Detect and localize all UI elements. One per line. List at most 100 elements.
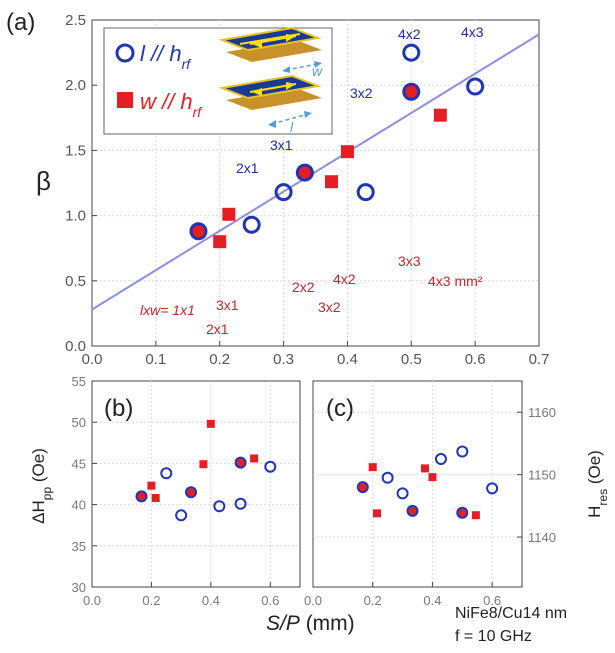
data-point-square bbox=[324, 175, 338, 189]
x-tick-label: 0.7 bbox=[529, 351, 550, 368]
annotation-red-2x2: 2x2 bbox=[292, 279, 315, 295]
x-tick-label: 0.4 bbox=[337, 351, 358, 368]
legend: l // hrf w // hrf w bbox=[103, 26, 333, 135]
y-tick-label: 1.0 bbox=[65, 208, 86, 225]
data-point-square bbox=[199, 460, 208, 469]
data-point-square bbox=[137, 492, 146, 501]
data-point-circle bbox=[402, 82, 421, 101]
data-point-circle bbox=[185, 486, 198, 499]
data-point-circle bbox=[274, 183, 293, 202]
data-point-circle bbox=[189, 222, 208, 241]
x-tick-label: 0.1 bbox=[145, 351, 166, 368]
data-point-circle bbox=[242, 215, 261, 234]
x-tick-label: 0.2 bbox=[364, 593, 382, 608]
data-point-square bbox=[298, 166, 312, 180]
data-point-square bbox=[372, 509, 381, 518]
marks-c bbox=[356, 445, 499, 520]
y-tick-label: 35 bbox=[72, 539, 86, 554]
data-point-circle bbox=[135, 490, 148, 503]
y-tick-label: 30 bbox=[72, 580, 86, 595]
grid-c bbox=[313, 381, 522, 587]
inset-label-l: l bbox=[290, 119, 294, 135]
data-point-circle bbox=[456, 445, 469, 458]
panel-c: 0.0 0.2 0.4 0.6 1140 1150 1160 (c) Hres (Oe) bbox=[304, 380, 610, 608]
annotation-4x3: 4x3 bbox=[461, 24, 484, 40]
sample-note: NiFe8/Cu14 nm bbox=[455, 605, 568, 622]
x-tick-label: 0.4 bbox=[202, 593, 220, 608]
ticks-a: 0.0 0.1 0.2 0.3 0.4 0.5 0.6 0.7 0.0 0.5 1.0 1.5 2.0 2… bbox=[65, 12, 549, 368]
panel-label-c: (c) bbox=[326, 395, 354, 422]
data-point-square bbox=[368, 463, 377, 472]
ticks-c: 0.0 0.2 0.4 0.6 1140 1150 1160 bbox=[304, 405, 556, 608]
annotation-red-4x3-text: 4x3 mm² bbox=[428, 273, 483, 289]
y-tick-label: 50 bbox=[72, 415, 86, 430]
x-tick-label: 0.6 bbox=[483, 593, 501, 608]
x-tick-label: 0.0 bbox=[82, 351, 103, 368]
legend-marker-filled-square bbox=[117, 92, 133, 108]
annotation-red-3x1: 3x1 bbox=[216, 297, 239, 313]
data-point-square bbox=[151, 494, 160, 503]
x-tick-label: 0.2 bbox=[142, 593, 160, 608]
y-tick-label: 0.5 bbox=[65, 273, 86, 290]
data-point-circle bbox=[356, 481, 369, 494]
data-point-square bbox=[428, 473, 437, 482]
data-point-circle bbox=[213, 500, 226, 513]
data-point-square bbox=[340, 145, 354, 159]
marks-a bbox=[189, 43, 485, 249]
data-point-circle bbox=[295, 163, 314, 182]
data-point-square bbox=[404, 85, 418, 99]
x-tick-label: 0.2 bbox=[209, 351, 230, 368]
x-tick-label: 0.0 bbox=[83, 593, 101, 608]
panel-a: 0.0 0.1 0.2 0.3 0.4 0.5 0.6 0.7 0.0 0.5 1.0 1.5 2.0 2… bbox=[6, 9, 549, 368]
y-tick-label: 2.0 bbox=[65, 77, 86, 94]
data-point-circle bbox=[175, 509, 188, 522]
legend-marker-open-circle bbox=[115, 43, 135, 63]
y-tick-label: 45 bbox=[72, 456, 86, 471]
data-point-circle bbox=[381, 471, 394, 484]
data-point-circle bbox=[396, 487, 409, 500]
data-point-square bbox=[187, 488, 196, 497]
x-tick-label: 0.6 bbox=[261, 593, 279, 608]
grid-a bbox=[92, 20, 539, 346]
data-point-circle bbox=[234, 497, 247, 510]
x-tick-label: 0.6 bbox=[465, 351, 486, 368]
data-point-circle bbox=[434, 453, 447, 466]
panel-label-b: (b) bbox=[104, 395, 133, 422]
data-point-square bbox=[420, 464, 429, 473]
data-point-square bbox=[471, 511, 480, 520]
y-tick-label: 40 bbox=[72, 498, 86, 513]
y-tick-label: 1.5 bbox=[65, 142, 86, 159]
data-point-square bbox=[433, 108, 447, 122]
data-point-circle bbox=[402, 43, 421, 62]
y-tick-label: 55 bbox=[72, 374, 86, 389]
y-tick-label: 1150 bbox=[528, 468, 556, 483]
x-tick-label: 0.4 bbox=[423, 593, 441, 608]
data-point-square bbox=[147, 481, 156, 490]
y-tick-label: 1140 bbox=[528, 530, 556, 545]
data-point-square bbox=[458, 508, 467, 517]
inset-device-top: w bbox=[218, 26, 323, 79]
annotation-red-2x1: 2x1 bbox=[206, 321, 229, 337]
panel-label-a: (a) bbox=[6, 9, 35, 36]
y-tick-label: 1160 bbox=[528, 405, 556, 420]
annotation-red-3x3: 3x3 bbox=[398, 253, 421, 269]
annotation-2x1: 2x1 bbox=[236, 160, 259, 176]
inset-label-w: w bbox=[312, 63, 323, 79]
annotation-size-prefix: lxw= 1x1 bbox=[140, 302, 195, 318]
annotation-red-4x3: 4x3 mm² bbox=[428, 273, 483, 289]
x-axis-label: S/P (mm) bbox=[266, 612, 355, 635]
fit-line bbox=[91, 33, 540, 311]
ticks-b: 0.0 0.2 0.4 0.6 30 35 40 45 50 55 bbox=[72, 374, 280, 608]
data-point-circle bbox=[466, 77, 485, 96]
data-point-square bbox=[206, 419, 215, 428]
data-point-square bbox=[222, 207, 236, 221]
data-point-circle bbox=[160, 467, 173, 480]
data-point-circle bbox=[486, 482, 499, 495]
data-point-square bbox=[236, 458, 245, 467]
y-axis-label-a: β bbox=[36, 166, 51, 196]
inset-device-bottom: l bbox=[218, 74, 322, 135]
y-axis-label-c: Hres (Oe) bbox=[585, 450, 610, 518]
y-tick-label: 2.5 bbox=[65, 12, 86, 29]
y-tick-label: 0.0 bbox=[65, 338, 86, 355]
